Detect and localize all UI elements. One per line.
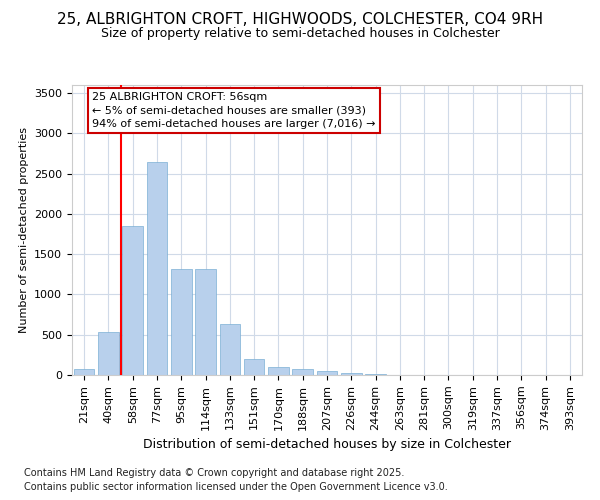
Bar [122, 226, 143, 375]
Y-axis label: Number of semi-detached properties: Number of semi-detached properties [19, 127, 29, 333]
Bar [244, 359, 265, 375]
Bar [195, 268, 216, 375]
X-axis label: Distribution of semi-detached houses by size in Colchester: Distribution of semi-detached houses by … [143, 438, 511, 451]
Bar [365, 374, 386, 375]
Text: 25 ALBRIGHTON CROFT: 56sqm
← 5% of semi-detached houses are smaller (393)
94% of: 25 ALBRIGHTON CROFT: 56sqm ← 5% of semi-… [92, 92, 376, 128]
Bar [341, 373, 362, 375]
Bar [171, 268, 191, 375]
Bar [268, 367, 289, 375]
Bar [220, 324, 240, 375]
Text: 25, ALBRIGHTON CROFT, HIGHWOODS, COLCHESTER, CO4 9RH: 25, ALBRIGHTON CROFT, HIGHWOODS, COLCHES… [57, 12, 543, 28]
Bar [74, 369, 94, 375]
Bar [317, 371, 337, 375]
Bar [292, 369, 313, 375]
Bar [98, 332, 119, 375]
Text: Size of property relative to semi-detached houses in Colchester: Size of property relative to semi-detach… [101, 28, 499, 40]
Bar [146, 162, 167, 375]
Text: Contains HM Land Registry data © Crown copyright and database right 2025.: Contains HM Land Registry data © Crown c… [24, 468, 404, 477]
Text: Contains public sector information licensed under the Open Government Licence v3: Contains public sector information licen… [24, 482, 448, 492]
